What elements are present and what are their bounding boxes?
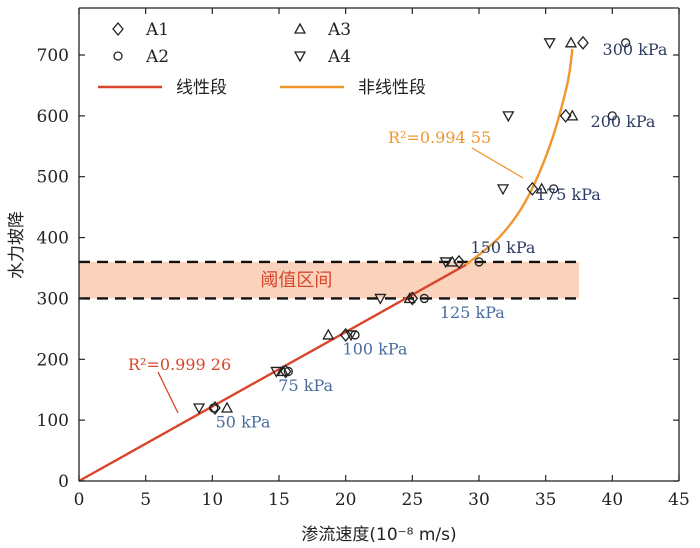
legend-marker-A2 xyxy=(113,51,123,61)
x-axis-title: 渗流速度(10⁻⁸ m/s) xyxy=(301,525,456,545)
point-A4-6 xyxy=(496,184,510,196)
r2-label-2: R²=0.994 55 xyxy=(388,128,491,147)
legend-marker-A3 xyxy=(293,22,307,34)
legend-label-A3: A3 xyxy=(327,20,351,40)
y-tick-label-500: 500 xyxy=(37,168,69,188)
fit-lines-layer xyxy=(78,48,574,483)
point-A1-5 xyxy=(453,254,465,269)
pressure-label-5: 150 kPa xyxy=(471,238,536,257)
legend-label-A4: A4 xyxy=(327,47,351,67)
pressure-label-8: 300 kPa xyxy=(603,40,668,59)
threshold-band xyxy=(79,261,579,299)
point-A1-7 xyxy=(559,108,572,123)
point-A3-8 xyxy=(564,36,578,48)
legend-label-A1: A1 xyxy=(145,20,169,40)
point-A4-8 xyxy=(543,38,556,50)
point-A2-6 xyxy=(549,184,559,194)
point-A1-1 xyxy=(209,400,221,415)
x-tick-label-10: 10 xyxy=(202,490,224,510)
point-A2-7 xyxy=(607,111,617,121)
point-A3-2 xyxy=(276,365,290,377)
y-tick-label-100: 100 xyxy=(37,411,69,431)
y-tick-label-700: 700 xyxy=(37,46,69,66)
annotation-layer: R²=0.999 26 R²=0.994 55 50 kPa 75 kPa 100 kP… xyxy=(128,40,668,431)
pressure-label-2: 75 kPa xyxy=(278,376,333,395)
y-axis-title: 水力坡降 xyxy=(7,211,27,279)
x-tick-label-0: 0 xyxy=(74,490,85,510)
x-tick-label-40: 40 xyxy=(602,490,624,510)
point-A2-5 xyxy=(474,257,484,267)
legend-label-A2: A2 xyxy=(145,47,169,67)
threshold-band-layer: 阈值区间 xyxy=(79,260,579,300)
point-A1-4 xyxy=(406,291,419,306)
point-A3-7 xyxy=(566,109,579,121)
legend-label-5: 线性段 xyxy=(176,78,227,98)
x-tick-label-15: 15 xyxy=(268,490,290,510)
pressure-label-1: 50 kPa xyxy=(216,412,271,431)
fit-line-1 xyxy=(78,263,467,483)
x-tick-label-45: 45 xyxy=(668,490,690,510)
pressure-label-6: 175 kPa xyxy=(536,185,601,204)
point-A3-1 xyxy=(220,401,234,413)
point-A2-1 xyxy=(209,403,219,413)
legend: A1 A2 A3 A4 线性段 非线性段 xyxy=(98,20,426,98)
r2-leader-1 xyxy=(157,371,179,414)
point-A2-4 xyxy=(419,293,429,304)
point-A4-5 xyxy=(439,257,452,269)
legend-marker-A1 xyxy=(112,21,124,37)
point-A4-7 xyxy=(502,111,515,123)
point-A4-4 xyxy=(374,293,387,305)
x-tick-label-30: 30 xyxy=(468,490,490,510)
point-A4-2 xyxy=(270,366,283,378)
point-A1-6 xyxy=(526,181,539,196)
x-tick-label-5: 5 xyxy=(140,490,151,510)
y-tick-label-600: 600 xyxy=(37,107,69,127)
point-A3-3 xyxy=(322,328,335,340)
point-A2-8 xyxy=(621,38,631,48)
y-tick-label-200: 200 xyxy=(37,350,69,370)
pressure-label-3: 100 kPa xyxy=(343,339,408,358)
point-A3-5 xyxy=(446,255,459,267)
data-markers-layer xyxy=(192,35,631,415)
y-tick-label-400: 400 xyxy=(37,229,69,249)
threshold-band-label: 阈值区间 xyxy=(260,270,332,291)
pressure-label-7: 200 kPa xyxy=(591,112,656,131)
legend-label-6: 非线性段 xyxy=(358,78,426,98)
point-A1-2 xyxy=(279,364,292,379)
point-A4-3 xyxy=(344,330,358,342)
r2-leader-2 xyxy=(471,147,524,179)
x-tick-label-25: 25 xyxy=(402,490,424,510)
point-A1-8 xyxy=(577,35,589,50)
axes-layer: 0 5 10 15 20 25 30 35 40 45 0 100 200 300 400 500 600 700… xyxy=(7,7,690,545)
fit-line-2 xyxy=(464,48,574,266)
point-A1-3 xyxy=(339,327,352,342)
point-A3-6 xyxy=(535,182,548,194)
y-tick-label-300: 300 xyxy=(37,289,69,309)
pressure-label-4: 125 kPa xyxy=(440,303,505,322)
r2-label-1: R²=0.999 26 xyxy=(128,355,231,374)
legend-marker-A4 xyxy=(293,51,307,63)
point-A4-1 xyxy=(192,403,206,415)
point-A3-4 xyxy=(403,292,416,304)
y-tick-label-0: 0 xyxy=(58,472,69,492)
x-tick-label-35: 35 xyxy=(535,490,557,510)
x-tick-label-20: 20 xyxy=(335,490,357,510)
